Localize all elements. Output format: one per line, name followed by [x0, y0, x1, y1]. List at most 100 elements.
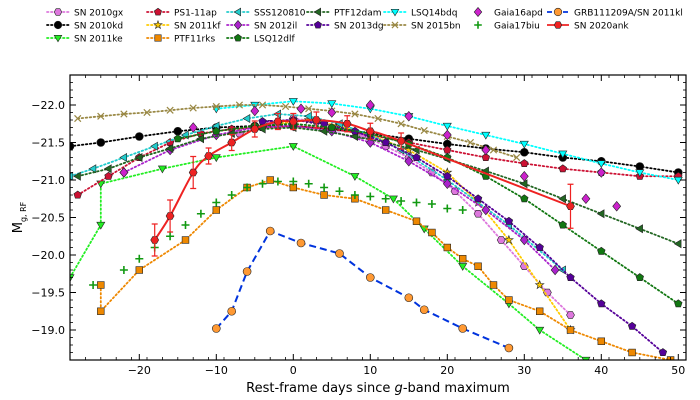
x-tick-label: 30 — [517, 364, 531, 377]
legend-marker — [234, 33, 242, 42]
data-point — [596, 209, 605, 219]
data-point — [512, 153, 521, 162]
data-point — [350, 173, 360, 181]
data-point — [673, 176, 683, 185]
data-point — [166, 106, 174, 114]
data-point — [566, 326, 575, 334]
data-point — [520, 159, 529, 168]
data-point — [558, 220, 567, 229]
data-point — [189, 104, 197, 112]
data-point — [212, 198, 221, 207]
data-point — [489, 281, 498, 289]
legend: SN 2010gx SN 2010kd SN 2011ke PS1-11ap SN 20… — [46, 6, 683, 45]
data-point — [412, 153, 421, 162]
data-point — [503, 234, 514, 245]
series-5 — [97, 176, 675, 360]
plot-area: −20 −10 0 10 20 30 40 50 −22.0−21.5−21.0−20.5−2… — [31, 74, 687, 377]
data-point — [366, 192, 375, 201]
series-8 — [73, 122, 682, 249]
legend-label: Gaia16apd — [494, 9, 543, 19]
legend-label: LSQ12dlf — [254, 35, 295, 45]
data-point — [258, 117, 267, 126]
data-point — [70, 171, 74, 181]
y-axis: −22.0 −21.5 −21.0 −20.5 −20.0 −19.5 −19.0 — [31, 74, 686, 353]
data-point — [381, 206, 390, 214]
data-point — [305, 105, 313, 113]
data-point — [481, 153, 490, 162]
legend-label: SN 2011ke — [74, 35, 123, 45]
data-point — [258, 179, 267, 188]
y-tick-label: −19.0 — [31, 324, 65, 337]
data-point — [273, 177, 282, 186]
data-point — [135, 132, 144, 141]
data-point — [419, 305, 429, 315]
data-point — [150, 141, 158, 151]
error-bar — [398, 132, 405, 150]
data-point — [581, 193, 591, 205]
legend-label: SN 2012il — [254, 22, 297, 32]
data-point — [381, 138, 390, 147]
data-point — [612, 200, 622, 212]
data-point — [196, 209, 205, 218]
y-axis-label: Mg, RF — [11, 201, 28, 233]
legend-item: GRB111209A/SN 2011kl — [547, 7, 683, 19]
data-point — [520, 194, 529, 203]
data-point — [635, 224, 643, 234]
data-point — [120, 110, 128, 118]
data-point — [566, 273, 575, 282]
data-point — [558, 164, 567, 173]
data-point — [481, 131, 491, 140]
data-point — [481, 204, 491, 216]
data-point — [320, 183, 329, 192]
error-bar — [313, 111, 320, 129]
series-line-9 — [261, 119, 664, 354]
legend-item: Gaia16apd — [473, 6, 543, 19]
data-point — [428, 228, 436, 237]
series-14 — [89, 177, 467, 289]
data-point — [550, 264, 560, 276]
error-bar — [228, 133, 235, 152]
data-point — [96, 138, 106, 147]
legend-item: SN 2011kf — [146, 19, 221, 32]
x-tick-label: 20 — [440, 364, 454, 377]
series-15 — [212, 226, 514, 353]
data-point — [474, 262, 482, 270]
series-13 — [119, 99, 622, 212]
data-point — [350, 126, 360, 135]
data-point — [166, 232, 175, 241]
data-point — [335, 187, 344, 196]
data-point — [473, 194, 483, 203]
data-point — [481, 144, 491, 156]
data-point — [96, 221, 106, 230]
data-point — [119, 266, 128, 274]
data-point — [97, 112, 105, 120]
legend-item: SN 2013dg — [306, 20, 384, 32]
data-point — [265, 226, 275, 236]
data-point — [212, 102, 220, 111]
data-point — [597, 337, 606, 345]
legend-marker — [154, 7, 162, 16]
data-point — [581, 356, 591, 360]
data-point — [135, 266, 143, 274]
legend-label: GRB111209A/SN 2011kl — [574, 9, 683, 19]
data-point — [227, 306, 236, 316]
error-bar — [290, 112, 297, 131]
data-point — [143, 108, 151, 117]
data-point — [443, 243, 451, 252]
data-point — [288, 98, 298, 106]
series-line-4 — [277, 119, 572, 331]
y-tick-label: −20.0 — [31, 249, 65, 262]
data-point — [519, 179, 528, 189]
data-point — [289, 177, 298, 186]
error-bar — [251, 120, 258, 138]
legend-item: PTF12dam — [306, 7, 382, 19]
legend-label: SN 2010gx — [74, 9, 124, 19]
data-point — [596, 167, 606, 178]
data-point — [181, 236, 190, 244]
legend-marker — [53, 35, 63, 43]
data-point — [319, 126, 328, 136]
data-point — [70, 274, 75, 283]
error-bar — [167, 199, 174, 233]
data-point — [519, 140, 529, 149]
data-point — [535, 243, 544, 252]
